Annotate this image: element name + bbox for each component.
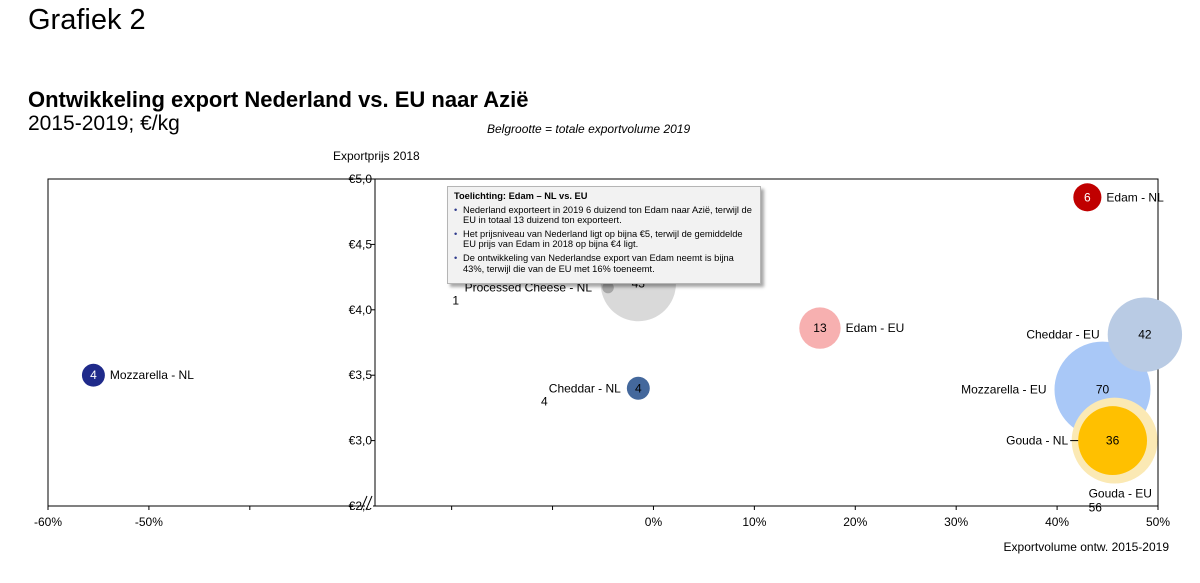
y-axis-label: Exportprijs 2018	[333, 149, 420, 163]
axis-break-mark	[360, 495, 368, 511]
bubble-size-note: Belgrootte = totale exportvolume 2019	[487, 122, 691, 136]
x-tick-label: -60%	[34, 515, 62, 529]
bubble-name-label: Cheddar - EU	[1026, 328, 1099, 342]
explanation-title: Toelichting: Edam – NL vs. EU	[454, 191, 588, 201]
axis-break-gap	[365, 494, 373, 508]
bubble-value-label: 42	[1138, 328, 1152, 342]
x-axis-ticks: -60% -50% 0% 10% 20% 30% 40% 50%	[34, 506, 1170, 529]
bubble-name-label: Edam - NL	[1106, 190, 1164, 204]
explanation-box: Toelichting: Edam – NL vs. EU • Nederlan…	[447, 186, 761, 284]
bubble	[1073, 183, 1102, 212]
chart-title: Ontwikkeling export Nederland vs. EU naa…	[28, 87, 529, 112]
bubble-value-label: 4	[635, 381, 642, 395]
x-tick-label: 20%	[843, 515, 867, 529]
bubble-name-label: Mozzarella - EU	[961, 383, 1046, 397]
page-title: Grafiek 2	[28, 4, 146, 36]
explanation-text: De ontwikkeling van Nederlandse export v…	[463, 252, 734, 274]
bullet-icon: •	[454, 252, 458, 263]
bubble-size-label: 4	[541, 394, 548, 408]
x-tick-label: 10%	[742, 515, 766, 529]
explanation-text: Het prijsniveau van Nederland ligt op bi…	[463, 228, 743, 250]
bubble-size-label: 1	[452, 294, 459, 308]
x-tick-label: 40%	[1045, 515, 1069, 529]
y-axis: €2,5€3,0€3,5€4,0€4,5€5,0	[349, 172, 376, 513]
bubble	[602, 281, 614, 294]
bubble-name-label: Gouda - NL	[1006, 434, 1068, 448]
bullet-icon: •	[454, 204, 458, 215]
y-tick-label: €3,5	[349, 368, 373, 382]
bubble-name-label: Edam - EU	[846, 321, 905, 335]
explanation-text: Nederland exporteert in 2019 6 duizend t…	[463, 204, 752, 226]
bubble-value-label: 70	[1096, 383, 1110, 397]
explanation-item: • De ontwikkeling van Nederlandse export…	[454, 253, 754, 274]
chart-subtitle: 2015-2019; €/kg	[28, 112, 180, 135]
bubble	[799, 307, 841, 349]
bullet-icon: •	[454, 228, 458, 239]
explanation-item: • Het prijsniveau van Nederland ligt op …	[454, 229, 754, 250]
bubble-name-label: Gouda - EU	[1089, 487, 1152, 501]
bubble	[81, 363, 105, 387]
y-tick-label: €5,0	[349, 172, 373, 186]
bubble-value-label: 6	[1084, 190, 1091, 204]
y-tick-label: €4,0	[349, 303, 373, 317]
bubble-value-label: 13	[813, 321, 827, 335]
bubble	[626, 376, 650, 400]
axis-break-mark	[365, 495, 373, 511]
x-tick-label: 50%	[1146, 515, 1170, 529]
bubble	[1107, 297, 1183, 372]
y-tick-label: €4,5	[349, 237, 373, 251]
y-tick-label: €3,0	[349, 434, 373, 448]
bubble	[1078, 406, 1148, 476]
bubble-size-label: 56	[1089, 501, 1103, 515]
bubble-value-label: 4	[90, 368, 97, 382]
x-tick-label: 30%	[944, 515, 968, 529]
x-axis-label: Exportvolume ontw. 2015-2019	[1003, 540, 1169, 554]
bubble-name-label: Mozzarella - NL	[110, 368, 194, 382]
x-tick-label: 0%	[645, 515, 663, 529]
bubble-name-label: Processed Cheese - NL	[465, 281, 593, 295]
bubble-name-label: Cheddar - NL	[549, 381, 621, 395]
explanation-item: • Nederland exporteert in 2019 6 duizend…	[454, 205, 754, 226]
x-tick-label: -50%	[135, 515, 163, 529]
bubble-value-label: 36	[1106, 434, 1120, 448]
